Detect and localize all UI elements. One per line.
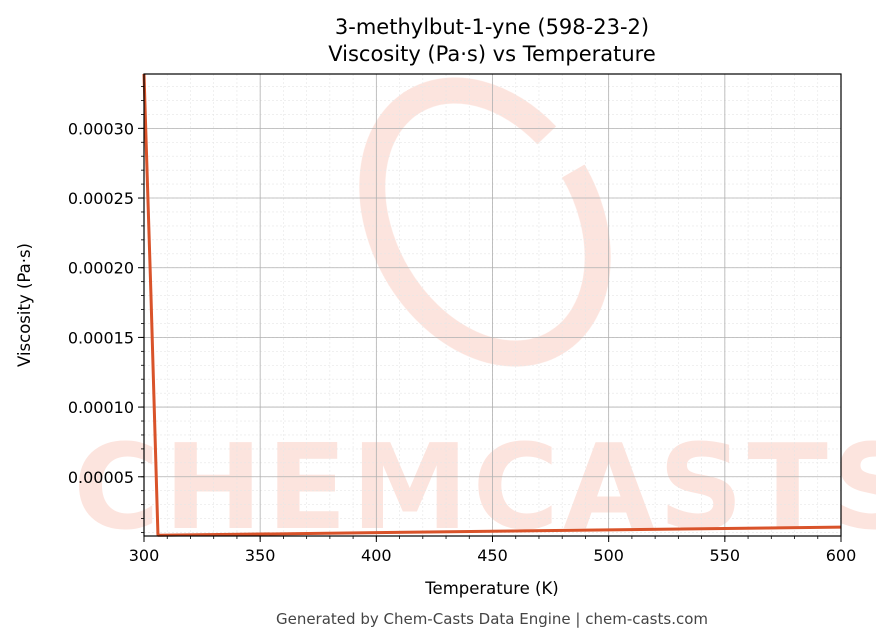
series-line-viscosity: [142, 73, 842, 537]
y-tick-label: 0.00005: [68, 468, 134, 487]
chart-subtitle: Viscosity (Pa·s) vs Temperature: [328, 42, 656, 66]
x-tick-label: 400: [361, 546, 392, 565]
x-tick-label: 350: [245, 546, 276, 565]
y-axis-label: Viscosity (Pa·s): [15, 243, 34, 367]
x-tick-label: 300: [129, 546, 160, 565]
watermark-logo: CHEMCASTS: [73, 77, 876, 556]
x-tick-label: 600: [826, 546, 857, 565]
series-layer: [142, 73, 842, 537]
x-tick-label: 500: [593, 546, 624, 565]
y-tick-label: 0.00030: [68, 119, 134, 138]
footer-credit: Generated by Chem-Casts Data Engine | ch…: [276, 610, 708, 628]
x-axis-label: Temperature (K): [424, 579, 558, 598]
y-tick-label: 0.00025: [68, 189, 134, 208]
y-tick-label: 0.00010: [68, 398, 134, 417]
y-tick-label: 0.00020: [68, 259, 134, 278]
major-grid: [143, 74, 842, 536]
x-tick-label: 550: [710, 546, 741, 565]
x-tick-label: 450: [477, 546, 508, 565]
chart-title: 3-methylbut-1-yne (598-23-2): [335, 15, 649, 39]
y-tick-label: 0.00015: [68, 328, 134, 347]
watermark-text: CHEMCASTS: [73, 418, 876, 556]
y-axis: 0.00005 0.00010 0.00015 0.00020 0.00025 0.000…: [68, 86, 144, 533]
x-axis: 300 350 400 450 500 550 600: [129, 536, 857, 565]
